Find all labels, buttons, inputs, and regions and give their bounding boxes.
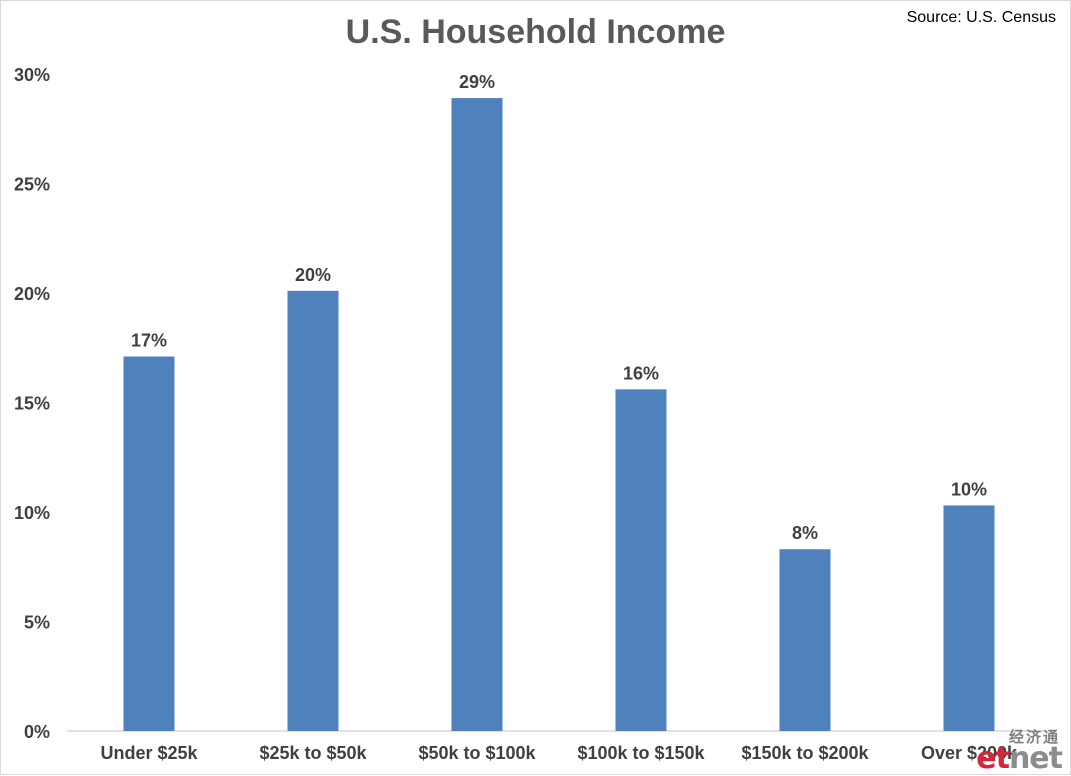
data-label: 29%	[459, 72, 495, 92]
bar	[615, 389, 667, 731]
watermark-latin-text: etnet	[976, 741, 1063, 776]
data-label: 20%	[295, 265, 331, 285]
bar	[779, 549, 831, 731]
data-label: 16%	[623, 363, 659, 383]
x-category-label: $25k to $50k	[259, 743, 367, 763]
watermark-accent: et	[976, 741, 1010, 776]
watermark-rest: net	[1008, 741, 1063, 776]
x-category-label: $50k to $100k	[418, 743, 536, 763]
y-tick-label: 5%	[24, 613, 50, 633]
y-tick-label: 20%	[14, 284, 50, 304]
data-label: 17%	[131, 331, 167, 351]
chart-title: U.S. Household Income	[345, 13, 726, 51]
y-tick-label: 10%	[14, 503, 50, 523]
y-tick-label: 30%	[14, 65, 50, 85]
x-category-label: Under $25k	[100, 743, 198, 763]
y-tick-label: 25%	[14, 175, 50, 195]
source-note: Source: U.S. Census	[906, 9, 1056, 26]
bar	[123, 356, 175, 731]
bar	[287, 290, 339, 731]
y-tick-label: 15%	[14, 394, 50, 414]
watermark-chinese-text: 经济通	[1008, 728, 1060, 746]
data-label: 8%	[792, 523, 818, 543]
bar	[451, 98, 503, 732]
bar	[943, 505, 995, 731]
y-tick-label: 0%	[24, 722, 50, 742]
x-category-label: Over $200k	[921, 743, 1018, 763]
x-category-label: $100k to $150k	[577, 743, 705, 763]
etnet-watermark-logo: 经济通 etnet	[974, 726, 1064, 776]
data-label: 10%	[951, 479, 987, 499]
x-category-label: $150k to $200k	[741, 743, 869, 763]
